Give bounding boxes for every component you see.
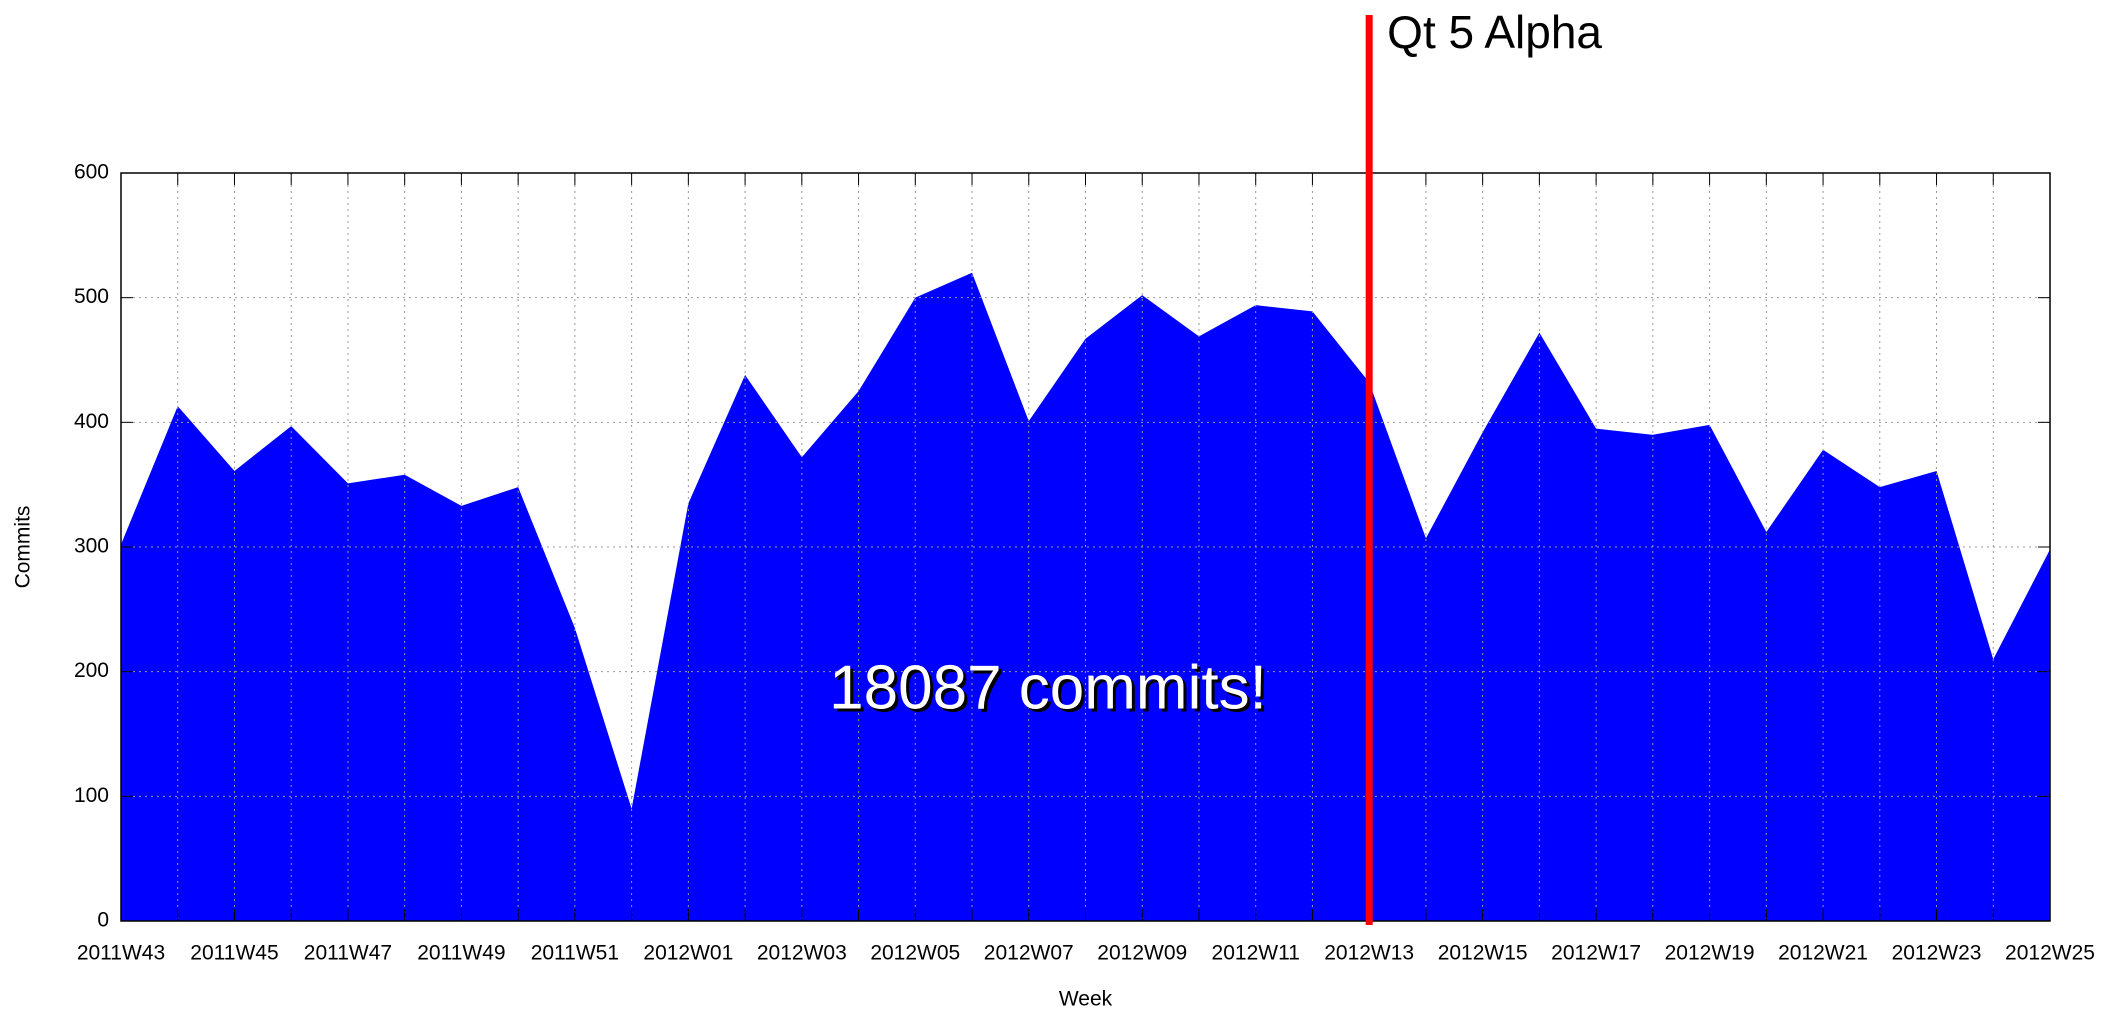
y-tick-label: 100	[74, 784, 109, 807]
x-tick-label: 2011W43	[77, 942, 165, 965]
x-tick-label: 2012W15	[1438, 942, 1528, 965]
x-tick-label: 2011W45	[190, 942, 278, 965]
y-axis-label: Commits	[12, 506, 35, 589]
annotation: Qt 5 Alpha	[1387, 6, 1602, 58]
annotation-shadow: 18087 commits!	[832, 656, 1270, 725]
y-tick-label: 0	[97, 909, 109, 932]
x-tick-label: 2012W11	[1212, 942, 1300, 965]
y-tick-label: 300	[74, 535, 109, 558]
annotation: 18087 commits!	[829, 653, 1267, 722]
x-tick-label: 2011W49	[417, 942, 505, 965]
area	[121, 272, 2050, 921]
y-tick-label: 200	[74, 659, 109, 682]
x-tick-label: 2012W25	[2005, 942, 2095, 965]
x-tick-label: 2012W19	[1665, 942, 1755, 965]
x-tick-label: 2011W51	[531, 942, 619, 965]
x-tick-label: 2012W17	[1551, 942, 1641, 965]
x-tick-label: 2012W07	[984, 942, 1074, 965]
x-tick-label: 2012W13	[1324, 942, 1414, 965]
x-tick-label: 2012W23	[1892, 942, 1982, 965]
x-tick-label: 2012W05	[870, 942, 960, 965]
x-tick-label: 2012W03	[757, 942, 847, 965]
x-tick-label: 2012W21	[1778, 942, 1868, 965]
y-tick-label: 500	[74, 285, 109, 308]
y-tick-label: 400	[74, 410, 109, 433]
x-axis-label: Week	[1059, 988, 1113, 1011]
plot-frame	[120, 172, 2051, 922]
x-tick-label: 2011W47	[304, 942, 392, 965]
x-tick-label: 2012W01	[643, 942, 733, 965]
y-tick-label: 600	[74, 161, 109, 184]
x-tick-label: 2012W09	[1097, 942, 1187, 965]
